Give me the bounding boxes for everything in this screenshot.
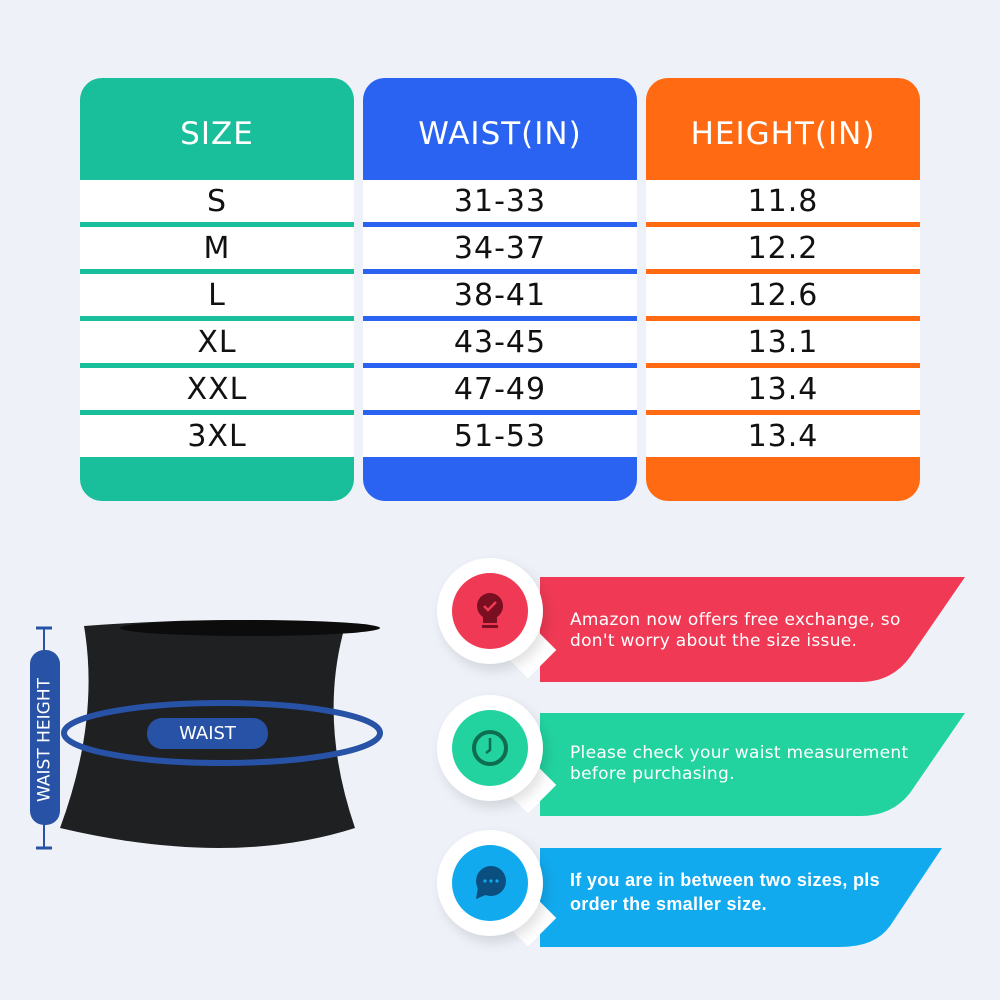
table-cell: L (80, 274, 354, 316)
column-header: WAIST(IN) (418, 116, 582, 152)
table-cell: 11.8 (646, 180, 920, 222)
table-cell: 13.1 (646, 321, 920, 363)
table-cell: 31-33 (363, 180, 637, 222)
callout-text: Amazon now offers free exchange, so don'… (570, 610, 901, 651)
waist-column: WAIST(IN) 31-33 34-37 38-41 43-45 47-49 … (363, 78, 637, 501)
table-cell: 12.2 (646, 227, 920, 269)
table-cell: 47-49 (363, 368, 637, 410)
lightbulb-check-icon (477, 593, 503, 628)
callout-text: If you are in between two sizes, pls ord… (570, 870, 880, 914)
table-cell: 43-45 (363, 321, 637, 363)
callout-banner-2 (540, 713, 965, 816)
table-cell: XL (80, 321, 354, 363)
height-column: HEIGHT(IN) 11.8 12.2 12.6 13.1 13.4 13.4 (646, 78, 920, 501)
callout-text: Please check your waist measurement befo… (570, 743, 909, 784)
table-cell: S (80, 180, 354, 222)
waist-ring (61, 700, 383, 766)
size-column: SIZE S M L XL XXL 3XL (80, 78, 354, 501)
callout-banner-1 (540, 577, 965, 682)
waist-trainer-diagram (30, 620, 383, 850)
waist-label: WAIST (179, 723, 236, 744)
table-cell: 12.6 (646, 274, 920, 316)
table-cell: M (80, 227, 354, 269)
column-header: HEIGHT(IN) (690, 116, 876, 152)
callout-banner-3 (540, 848, 942, 947)
table-cell: 13.4 (646, 415, 920, 457)
table-cell: 13.4 (646, 368, 920, 410)
table-cell: 34-37 (363, 227, 637, 269)
column-header: SIZE (180, 116, 254, 152)
clock-icon (472, 730, 508, 766)
table-cell: 51-53 (363, 415, 637, 457)
callout-icon-badge (437, 695, 543, 801)
table-cell: 38-41 (363, 274, 637, 316)
table-cell: XXL (80, 368, 354, 410)
callout-icon-badge (437, 558, 543, 664)
table-cell: 3XL (80, 415, 354, 457)
waist-height-label: WAIST HEIGHT (34, 678, 55, 802)
callout-icon-badge (437, 830, 543, 936)
chat-bubble-icon (476, 866, 506, 899)
